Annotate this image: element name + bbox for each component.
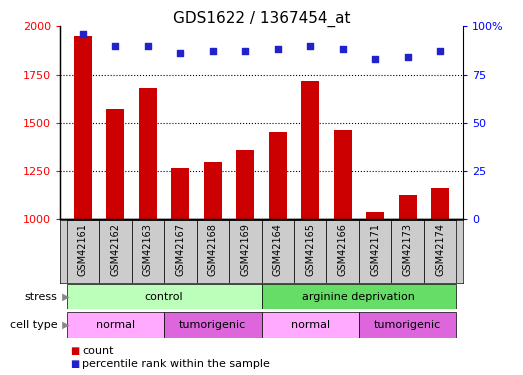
Point (436, 48, 445, 54)
Text: GSM42162: GSM42162 (110, 223, 120, 276)
Text: GSM42174: GSM42174 (435, 223, 445, 276)
Text: ■: ■ (71, 346, 80, 355)
Point (176, 50, 185, 56)
Bar (132, 220, 164, 283)
Bar (431, 188, 449, 219)
Point (111, 43, 120, 49)
Text: GSM42173: GSM42173 (403, 223, 413, 276)
Bar (424, 220, 457, 283)
Bar (204, 162, 222, 219)
Bar (74, 36, 92, 219)
Point (209, 48, 217, 54)
Text: normal: normal (96, 320, 135, 330)
Bar (301, 81, 319, 219)
Text: GSM42167: GSM42167 (175, 223, 185, 276)
Bar (139, 88, 157, 219)
Bar (262, 284, 457, 309)
Point (274, 46, 282, 53)
Point (306, 43, 314, 49)
Text: ■: ■ (71, 359, 80, 369)
Bar (359, 312, 457, 338)
Bar (236, 150, 254, 219)
Text: percentile rank within the sample: percentile rank within the sample (82, 359, 270, 369)
Text: cell type: cell type (10, 320, 58, 330)
Text: GSM42165: GSM42165 (305, 223, 315, 276)
Text: GSM42163: GSM42163 (143, 223, 153, 276)
Text: ▶: ▶ (59, 292, 70, 302)
Text: stress: stress (25, 292, 58, 302)
Bar (294, 220, 326, 283)
Bar (262, 312, 359, 338)
Bar (359, 220, 391, 283)
Text: GSM42164: GSM42164 (272, 223, 283, 276)
Bar (197, 220, 229, 283)
Text: count: count (82, 346, 113, 355)
Bar (172, 168, 189, 219)
Point (241, 48, 249, 54)
Bar (99, 220, 132, 283)
Point (78, 31, 87, 37)
Bar (269, 132, 287, 219)
Bar (106, 109, 124, 219)
Text: control: control (145, 292, 184, 302)
Text: arginine deprivation: arginine deprivation (302, 292, 415, 302)
Bar (334, 130, 351, 219)
Point (338, 46, 347, 53)
Point (371, 56, 379, 62)
Text: GSM42168: GSM42168 (208, 223, 218, 276)
Text: GSM42171: GSM42171 (370, 223, 380, 276)
Point (403, 54, 412, 60)
Text: ▶: ▶ (59, 320, 70, 330)
Text: tumorigenic: tumorigenic (179, 320, 246, 330)
Bar (326, 220, 359, 283)
Text: GSM42161: GSM42161 (78, 223, 88, 276)
Text: GSM42166: GSM42166 (338, 223, 348, 276)
Bar (164, 220, 197, 283)
Bar (66, 284, 262, 309)
Bar (366, 211, 384, 219)
Text: GSM42169: GSM42169 (240, 223, 251, 276)
Text: GDS1622 / 1367454_at: GDS1622 / 1367454_at (173, 11, 350, 27)
Bar (164, 312, 262, 338)
Bar (399, 195, 417, 219)
Bar (262, 220, 294, 283)
Bar (66, 312, 164, 338)
Bar (391, 220, 424, 283)
Text: normal: normal (291, 320, 330, 330)
Text: tumorigenic: tumorigenic (374, 320, 441, 330)
Bar (66, 220, 99, 283)
Bar (229, 220, 262, 283)
Point (144, 43, 152, 49)
